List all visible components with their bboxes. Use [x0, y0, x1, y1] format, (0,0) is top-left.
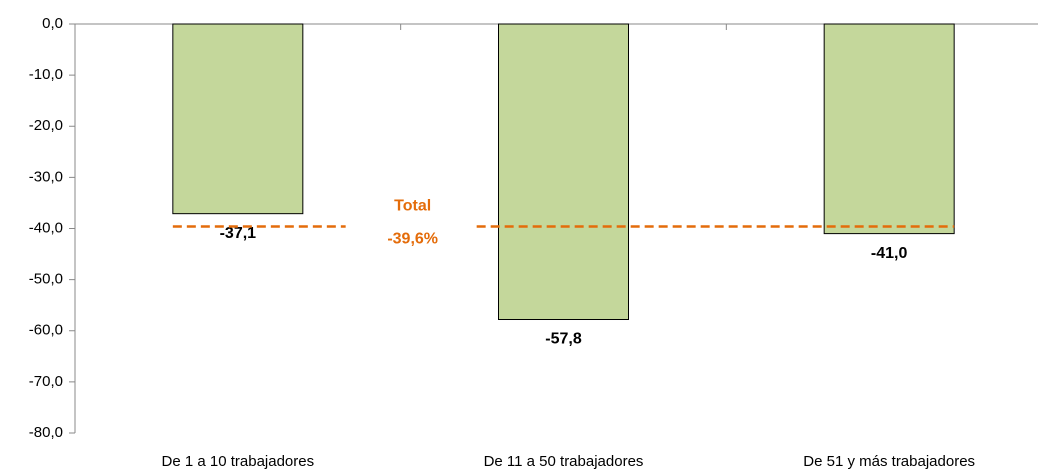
bar: [823, 23, 955, 235]
bar: [498, 23, 629, 321]
y-tick-label: -70,0: [29, 373, 63, 390]
reference-label: Total: [394, 198, 431, 215]
data-label: -41,0: [871, 245, 908, 262]
bar: [172, 23, 304, 215]
data-label: -57,8: [545, 331, 582, 348]
data-label: -37,1: [220, 225, 257, 242]
y-tick-label: -50,0: [29, 271, 63, 288]
y-tick-label: -30,0: [29, 168, 63, 185]
y-tick-label: -10,0: [29, 66, 63, 83]
y-tick-label: -40,0: [29, 219, 63, 236]
x-tick-label: De 11 a 50 trabajadores: [484, 453, 644, 470]
y-tick-label: 0,0: [42, 15, 63, 32]
reference-value-label: -39,6%: [387, 231, 438, 248]
y-tick-label: -80,0: [29, 424, 63, 441]
y-tick-label: -20,0: [29, 117, 63, 134]
x-tick-label: De 1 a 10 trabajadores: [162, 453, 315, 470]
y-tick-label: -60,0: [29, 322, 63, 339]
x-tick-label: De 51 y más trabajadores: [803, 453, 975, 470]
